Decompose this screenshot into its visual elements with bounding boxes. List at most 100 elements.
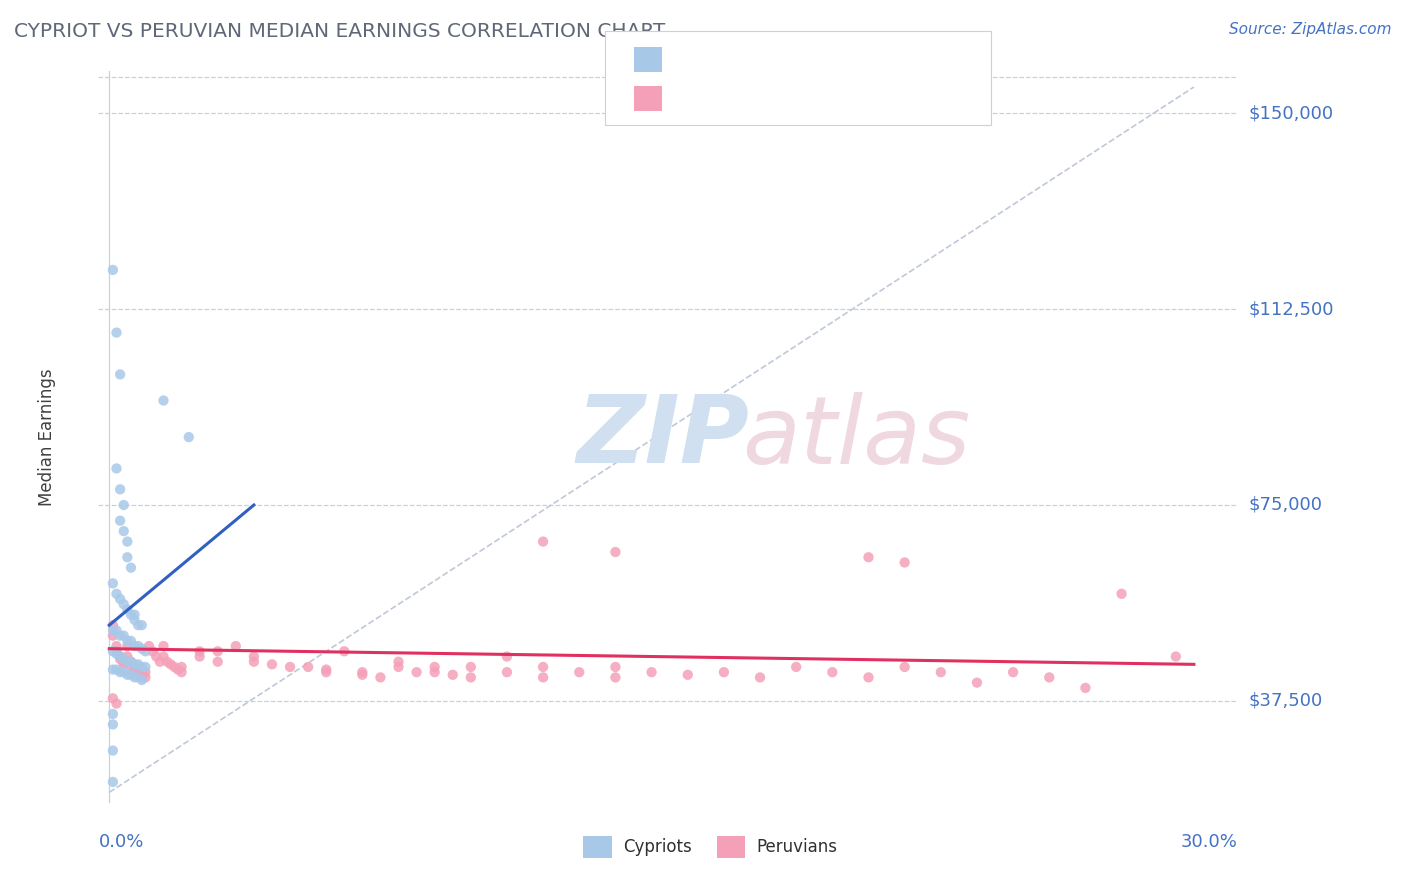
Point [225,639,247,653]
Point [131,660,153,674]
Point [108,665,131,680]
Point [112,652,135,666]
Text: Peruvians: Peruvians [756,838,838,856]
Point [124,607,146,622]
Point [352,665,374,680]
Point [127,665,149,680]
Point [145,649,167,664]
Point [134,660,156,674]
Point [105,697,128,711]
Point [120,655,142,669]
Point [423,660,446,674]
Text: R =: R = [673,89,711,107]
Point [131,673,153,687]
Point [105,663,128,677]
Text: $112,500: $112,500 [1249,300,1334,318]
Point [117,655,139,669]
Text: -0.063: -0.063 [713,89,775,107]
Point [893,660,915,674]
Point [101,629,124,643]
Point [333,644,356,658]
Point [134,670,156,684]
Point [108,368,131,382]
Point [105,647,128,661]
Point [112,657,135,672]
Point [101,618,124,632]
Point [152,393,174,408]
Point [131,667,153,681]
Point [101,743,124,757]
Point [117,639,139,653]
Point [124,663,146,677]
Point [387,655,409,669]
Point [460,670,482,684]
Point [101,576,124,591]
Point [124,639,146,653]
Point [108,483,131,497]
Point [207,644,229,658]
Point [127,618,149,632]
Text: $150,000: $150,000 [1249,104,1333,122]
Text: atlas: atlas [742,392,970,483]
Point [1002,665,1025,680]
Point [177,430,200,444]
Text: 0.0%: 0.0% [98,833,143,851]
Point [142,644,165,658]
Point [188,649,211,664]
Point [117,550,139,565]
Point [405,665,427,680]
Point [152,639,174,653]
Point [120,560,142,574]
Point [170,660,193,674]
Point [713,665,735,680]
Point [858,550,880,565]
Point [101,706,124,721]
Point [676,667,699,681]
Point [120,667,142,681]
Text: ZIP: ZIP [576,391,749,483]
Point [112,629,135,643]
Text: 82: 82 [811,89,835,107]
Point [117,534,139,549]
Point [124,657,146,672]
Text: $37,500: $37,500 [1249,692,1323,710]
Text: $75,000: $75,000 [1249,496,1323,514]
Point [785,660,807,674]
Point [167,663,190,677]
Point [105,644,128,658]
Point [929,665,952,680]
Text: CYPRIOT VS PERUVIAN MEDIAN EARNINGS CORRELATION CHART: CYPRIOT VS PERUVIAN MEDIAN EARNINGS CORR… [14,22,665,41]
Point [1038,670,1060,684]
Point [152,649,174,664]
Point [605,670,627,684]
Point [138,639,160,653]
Point [117,602,139,616]
Point [120,633,142,648]
Point [1111,587,1133,601]
Text: 56: 56 [811,51,835,69]
Point [531,660,554,674]
Point [159,657,181,672]
Point [101,691,124,706]
Text: R =: R = [673,51,711,69]
Point [112,498,135,512]
Point [105,639,128,653]
Point [120,607,142,622]
Point [131,670,153,684]
Point [156,655,179,669]
Point [108,592,131,607]
Point [496,665,519,680]
Point [117,667,139,681]
Point [1074,681,1097,695]
Point [101,775,124,789]
Point [749,670,772,684]
Point [124,613,146,627]
Point [101,663,124,677]
Point [134,665,156,680]
Point [108,629,131,643]
Point [108,649,131,664]
Point [101,717,124,731]
Point [387,660,409,674]
Point [131,641,153,656]
Point [531,534,554,549]
